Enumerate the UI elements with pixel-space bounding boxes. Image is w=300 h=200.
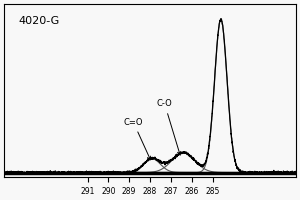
Text: C-O: C-O	[157, 99, 181, 155]
Text: C=O: C=O	[124, 118, 151, 160]
Text: 4020-G: 4020-G	[19, 16, 60, 26]
